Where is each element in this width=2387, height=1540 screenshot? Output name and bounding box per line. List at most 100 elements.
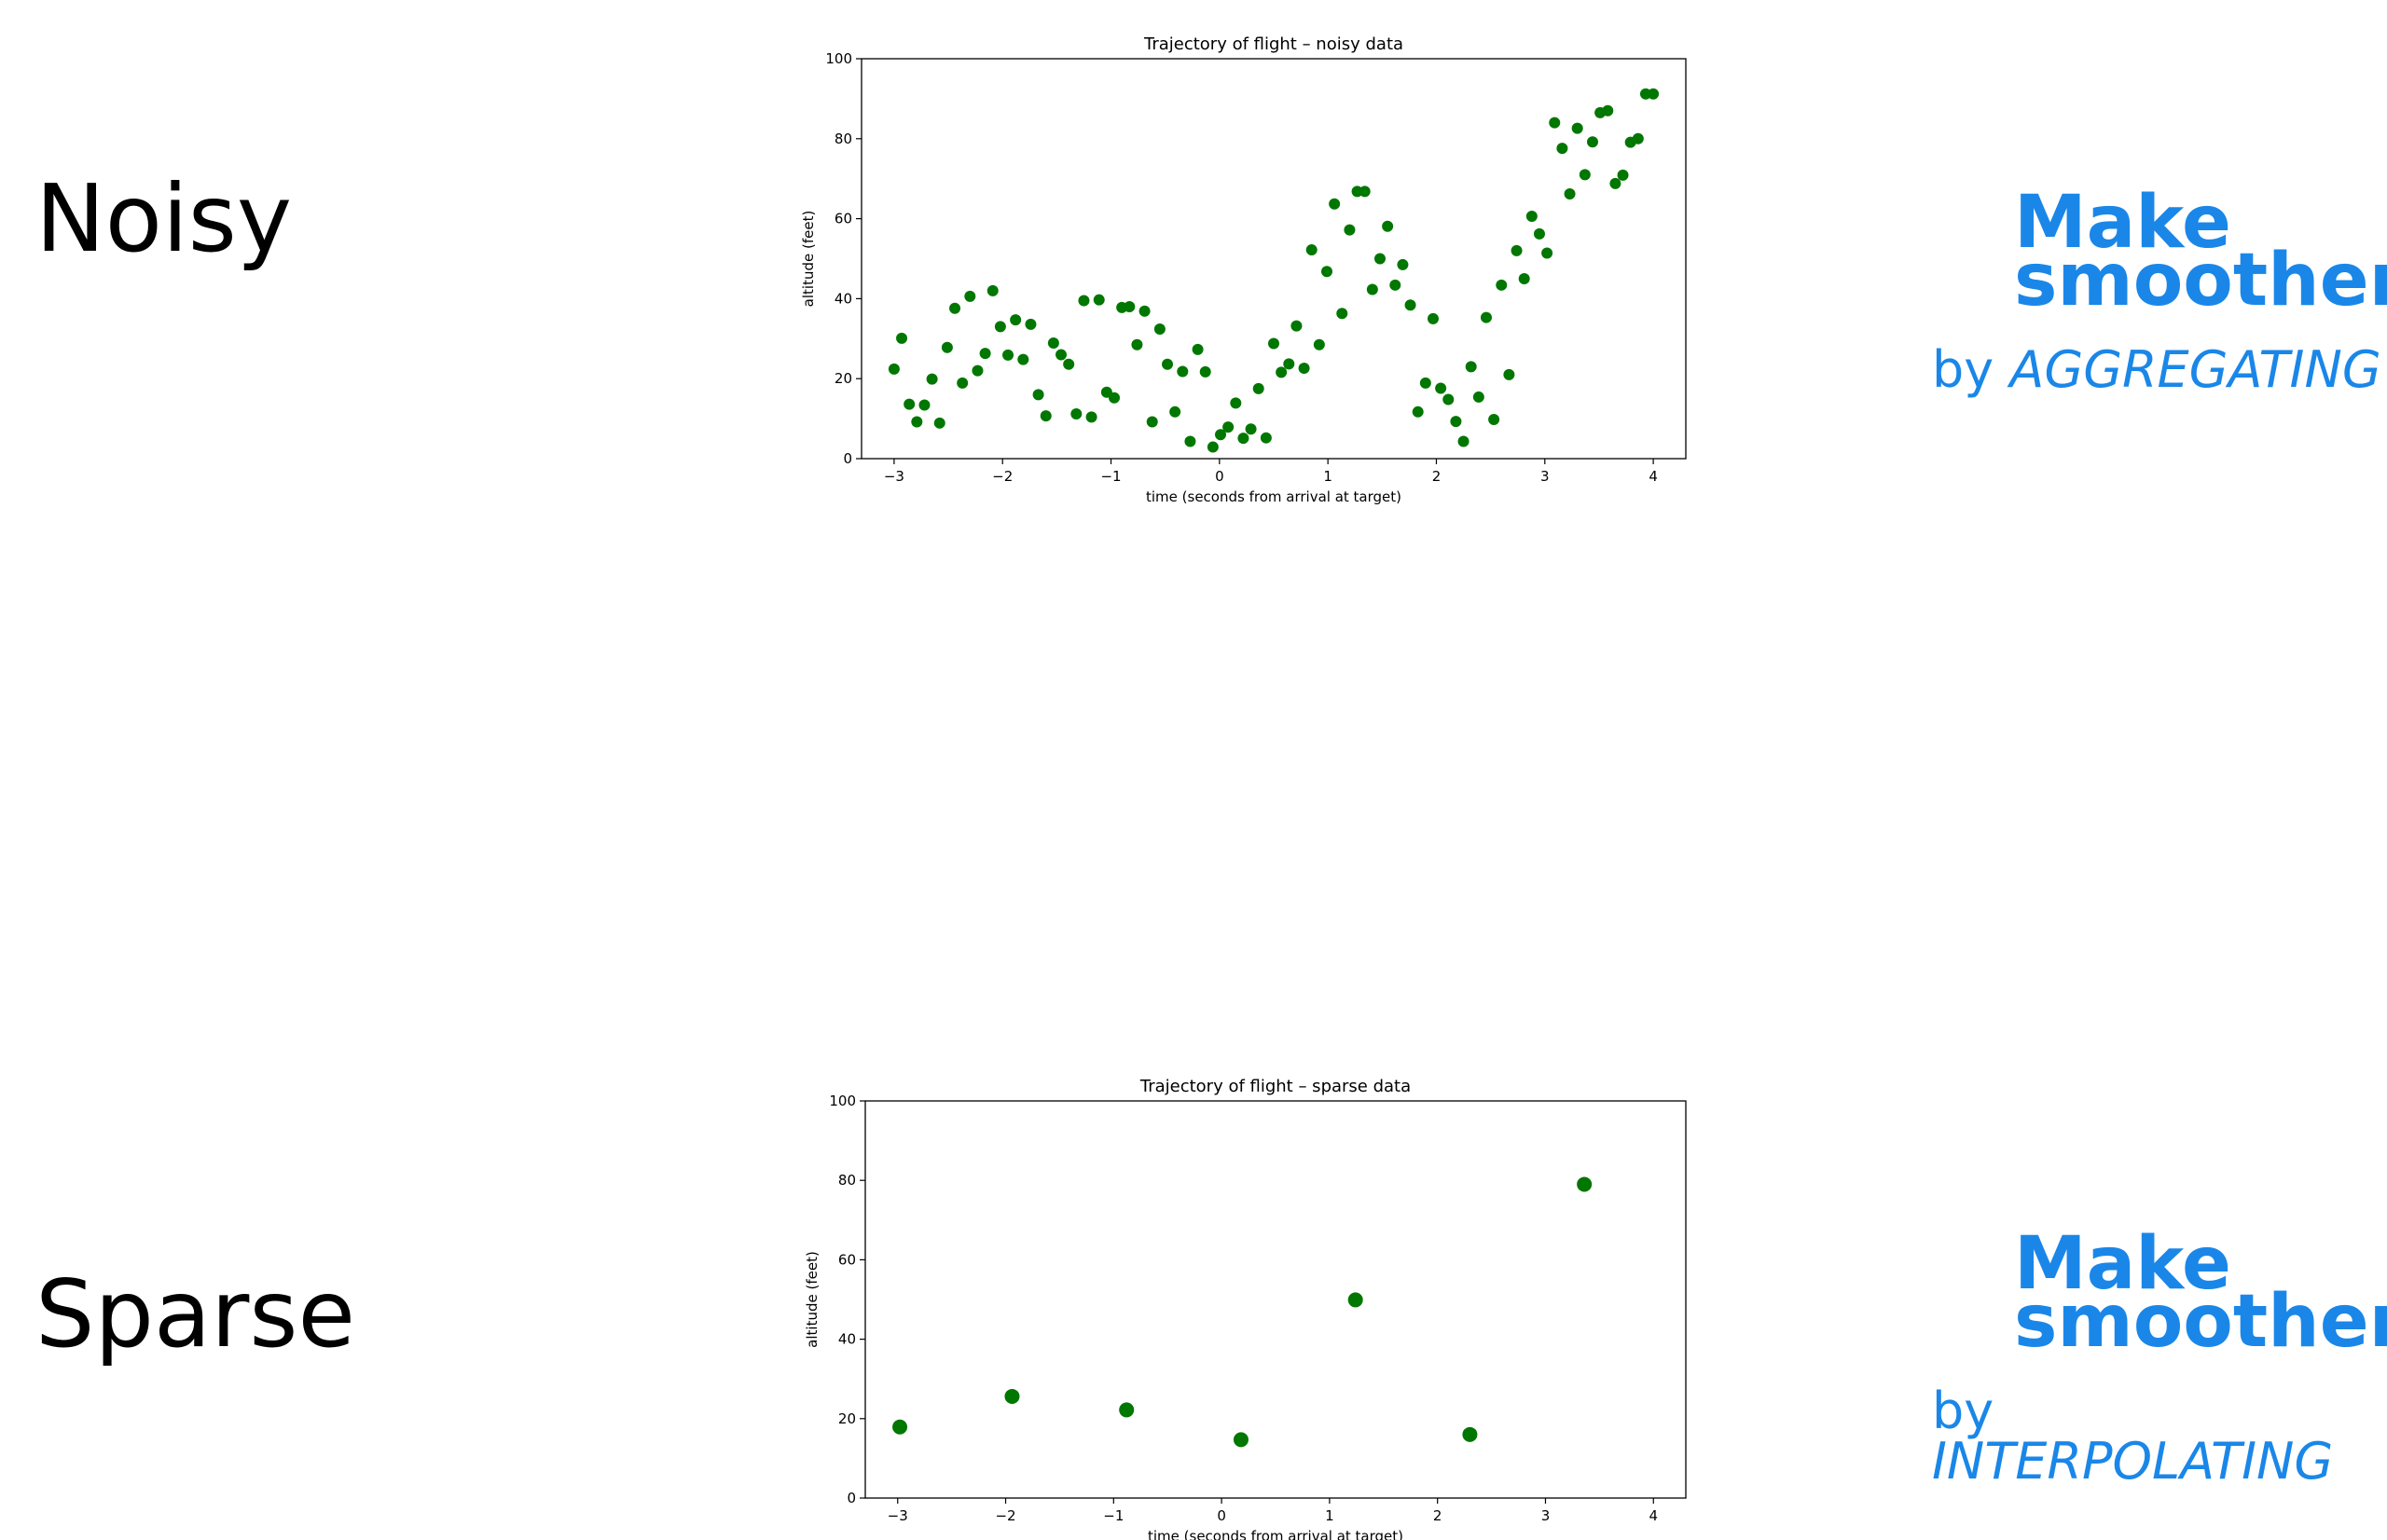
data-point — [1010, 314, 1022, 326]
data-point — [1131, 338, 1143, 351]
data-point — [1078, 295, 1090, 307]
data-point — [1549, 117, 1561, 129]
data-point — [979, 348, 991, 360]
data-point — [1138, 305, 1151, 317]
x-tick-label: 4 — [1649, 468, 1658, 485]
noisy-heading: Noisy — [35, 164, 293, 273]
data-point — [1222, 421, 1235, 433]
data-point — [1419, 377, 1431, 389]
data-point — [1169, 406, 1181, 418]
data-point — [1298, 363, 1310, 375]
data-point — [1472, 391, 1484, 403]
plot-frame — [864, 1100, 1687, 1499]
method-line: by INTERPOLATING — [1932, 1386, 2387, 1487]
data-point — [1442, 393, 1455, 406]
data-point — [1462, 1426, 1478, 1442]
data-point — [1373, 253, 1386, 265]
data-point — [1602, 104, 1614, 117]
data-point — [1617, 169, 1629, 181]
data-point — [904, 398, 916, 410]
data-point — [1564, 188, 1576, 200]
x-tick-label: 1 — [1323, 468, 1332, 485]
x-tick-label: −2 — [992, 468, 1013, 485]
data-point — [1002, 349, 1014, 361]
data-point — [1496, 279, 1508, 291]
x-tick-label: 4 — [1649, 1507, 1658, 1524]
y-tick-label: 60 — [838, 1251, 856, 1268]
x-tick-label: 3 — [1541, 1507, 1551, 1524]
data-point — [1632, 132, 1644, 144]
data-point — [1040, 410, 1052, 422]
data-point — [1283, 358, 1295, 370]
data-point — [1109, 392, 1121, 404]
data-point — [1427, 312, 1439, 324]
data-point — [1025, 318, 1037, 330]
data-point — [918, 399, 931, 411]
smoother-line: smoother — [2014, 239, 2387, 323]
data-point — [1184, 435, 1196, 447]
data-point — [1488, 413, 1500, 425]
data-point — [1571, 122, 1583, 134]
data-point — [1063, 358, 1075, 370]
data-point — [1230, 397, 1242, 409]
data-point — [1518, 272, 1530, 284]
x-axis-label: time (seconds from arrival at target) — [1148, 1528, 1403, 1540]
x-tick-label: −3 — [888, 1507, 908, 1524]
y-tick-label: 0 — [847, 1490, 856, 1506]
data-point — [1541, 247, 1553, 259]
data-point — [1412, 406, 1424, 418]
method-word: AGGREGATING — [2009, 340, 2381, 399]
data-point — [1177, 365, 1189, 378]
data-point — [1382, 220, 1394, 232]
data-point — [1276, 366, 1288, 378]
data-point — [1290, 320, 1303, 332]
data-point — [1366, 283, 1378, 296]
data-point — [1260, 432, 1272, 444]
plot-frame — [861, 58, 1687, 460]
smoothing-note-aggregating: Make smoother by AGGREGATING — [1932, 186, 2387, 395]
method-word: INTERPOLATING — [1932, 1432, 2334, 1491]
data-point — [1404, 299, 1416, 311]
y-tick-label: 80 — [838, 1172, 856, 1189]
data-point — [972, 364, 984, 377]
x-tick-label: 2 — [1432, 468, 1442, 485]
x-axis-label: time (seconds from arrival at target) — [1146, 488, 1401, 505]
data-point — [1119, 1402, 1135, 1418]
data-point — [1533, 227, 1545, 240]
data-point — [1525, 211, 1538, 223]
by-word: by — [1932, 1382, 1994, 1440]
y-tick-label: 60 — [835, 211, 852, 227]
x-tick-label: 0 — [1215, 468, 1224, 485]
data-point — [1233, 1432, 1249, 1448]
data-point — [1085, 411, 1097, 423]
data-point — [1336, 308, 1348, 320]
data-point — [949, 302, 961, 314]
by-word: by — [1932, 340, 1994, 399]
y-tick-label: 40 — [838, 1331, 856, 1348]
data-point — [1070, 407, 1083, 419]
data-point — [1609, 177, 1621, 189]
data-point — [1245, 423, 1257, 435]
sparse-heading: Sparse — [35, 1259, 355, 1368]
data-point — [1347, 1292, 1363, 1308]
y-axis-label: altitude (feet) — [804, 1251, 821, 1348]
data-point — [1465, 361, 1477, 373]
x-tick-label: 3 — [1540, 468, 1550, 485]
data-point — [1359, 186, 1371, 198]
data-point — [1192, 343, 1204, 355]
data-point — [1586, 136, 1598, 148]
smoothing-note-interpolating: Make smoother by INTERPOLATING — [1932, 1222, 2387, 1487]
data-point — [1511, 244, 1523, 256]
method-line: by AGGREGATING — [1932, 345, 2387, 395]
y-tick-label: 0 — [843, 450, 852, 467]
data-point — [911, 416, 923, 428]
make-line: Make — [2014, 1222, 2231, 1306]
data-point — [1124, 300, 1136, 312]
data-point — [1047, 337, 1059, 350]
y-tick-label: 80 — [835, 131, 852, 147]
y-tick-label: 100 — [829, 1093, 856, 1109]
data-point — [933, 417, 945, 429]
x-tick-label: 0 — [1217, 1507, 1226, 1524]
data-point — [1268, 337, 1279, 350]
